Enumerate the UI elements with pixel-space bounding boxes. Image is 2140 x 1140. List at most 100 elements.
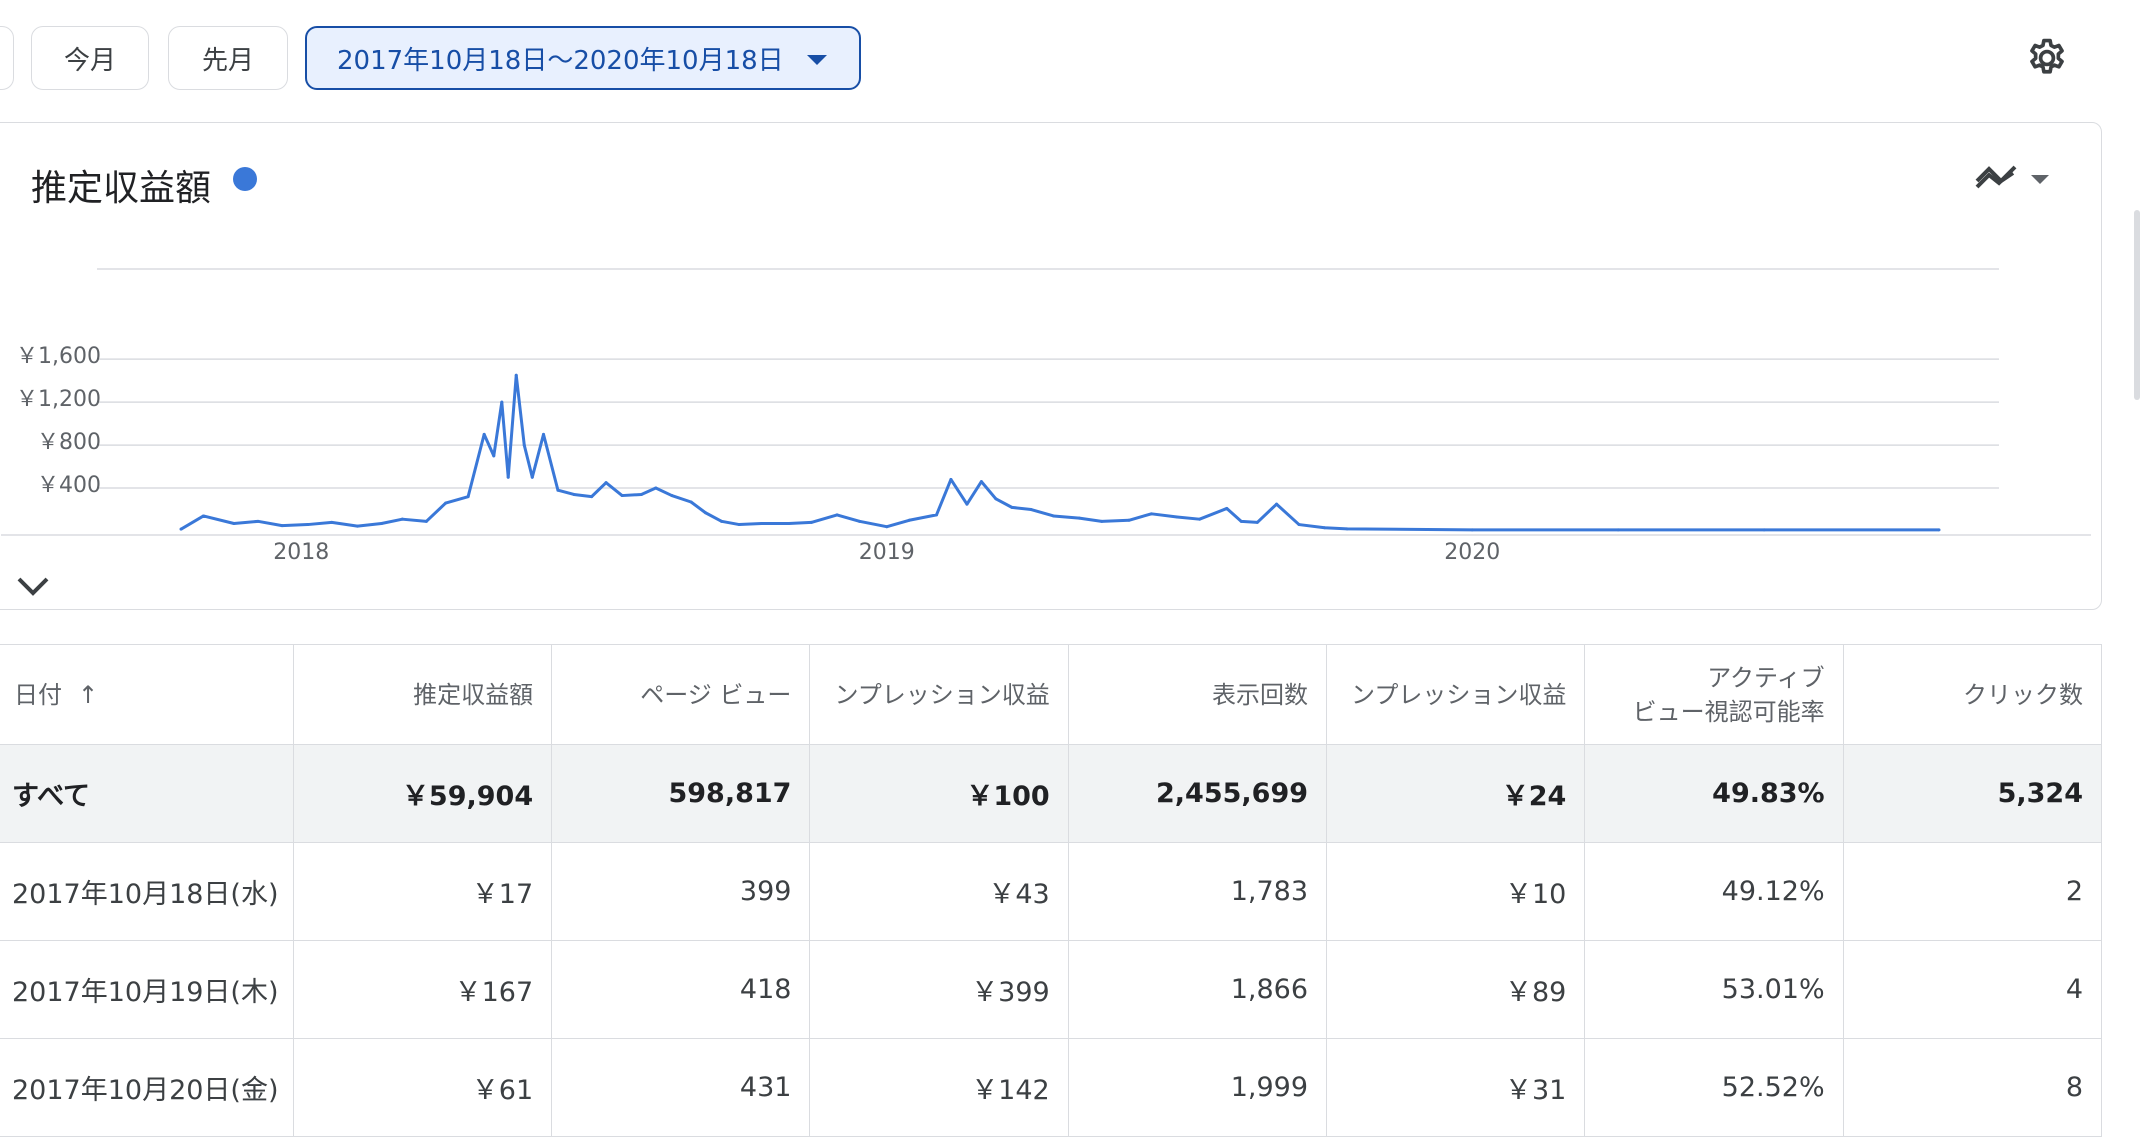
data-point	[1275, 502, 1279, 506]
data-point	[556, 488, 560, 492]
data-point	[1100, 519, 1104, 523]
data-point	[639, 492, 643, 496]
data-point	[256, 519, 260, 523]
chevron-down-icon[interactable]	[13, 571, 53, 601]
data-point	[424, 519, 428, 523]
header-date[interactable]: 日付 ↑	[0, 644, 294, 745]
header-impression-revenue-1[interactable]: ンプレッション収益	[809, 644, 1069, 745]
report-table: 日付 ↑ 推定収益額 ページ ビュー ンプレッション収益 表示回数 ンプレッション…	[0, 644, 2103, 1137]
data-point	[654, 486, 658, 490]
sort-arrow-icon: ↑	[78, 680, 99, 709]
data-point	[1470, 528, 1474, 532]
table-cell: ￥43	[809, 842, 1069, 941]
total-row: すべて ￥59,904 598,817 ￥100 2,455,699 ￥24 4…	[0, 744, 2103, 843]
y-tick-label: ￥1,200	[16, 387, 101, 412]
header-impressions[interactable]: 表示回数	[1068, 644, 1328, 745]
data-point	[809, 520, 813, 524]
data-point	[1255, 520, 1259, 524]
data-point	[500, 400, 504, 404]
table-row: 2017年10月20日(金) ￥61 431 ￥142 1,999 ￥31 52…	[0, 1038, 2103, 1137]
data-point	[1127, 518, 1131, 522]
data-point	[1077, 516, 1081, 520]
data-point	[280, 524, 284, 528]
data-point	[934, 513, 938, 517]
data-point	[380, 521, 384, 525]
date-range-dropdown[interactable]: 2017年10月18日〜2020年10月18日	[305, 26, 861, 90]
data-point	[670, 494, 674, 498]
data-point	[1616, 528, 1620, 532]
data-point	[330, 520, 334, 524]
y-tick-label: ￥1,600	[16, 344, 101, 369]
table-cell: ￥61	[293, 1038, 553, 1137]
row-date: 2017年10月20日(金)	[0, 1038, 294, 1137]
data-point	[522, 443, 526, 447]
data-point	[620, 494, 624, 498]
x-tick-label: 2020	[1444, 540, 1500, 565]
data-point	[857, 519, 861, 523]
total-cell: 2,455,699	[1068, 744, 1328, 843]
table-cell: 1,866	[1068, 940, 1328, 1039]
table-cell: 418	[551, 940, 811, 1039]
dropdown-caret-icon	[807, 55, 827, 65]
data-point	[787, 521, 791, 525]
row-date: 2017年10月19日(木)	[0, 940, 294, 1039]
data-point	[179, 527, 183, 531]
data-point	[306, 523, 310, 527]
data-point	[835, 513, 839, 517]
data-point	[1297, 523, 1301, 527]
row-date: 2017年10月18日(水)	[0, 842, 294, 941]
total-cell: 49.83%	[1584, 744, 1844, 843]
table-cell: ￥167	[293, 940, 553, 1039]
header-active-view[interactable]: アクティブ ビュー視認可能率	[1584, 644, 1844, 745]
total-cell: 598,817	[551, 744, 811, 843]
table-cell: ￥89	[1326, 940, 1586, 1039]
data-point	[1198, 517, 1202, 521]
total-cell: ￥100	[809, 744, 1069, 843]
data-point	[542, 432, 546, 436]
table-cell: ￥142	[809, 1038, 1069, 1137]
chart-title: 推定収益額	[31, 168, 212, 209]
header-page-views[interactable]: ページ ビュー	[551, 644, 811, 745]
data-point	[400, 517, 404, 521]
data-point	[885, 525, 889, 529]
data-point	[965, 502, 969, 506]
data-point	[530, 475, 534, 479]
data-point	[604, 481, 608, 485]
data-point	[1937, 528, 1941, 532]
series-legend-dot	[233, 167, 257, 191]
table-header-row: 日付 ↑ 推定収益額 ページ ビュー ンプレッション収益 表示回数 ンプレッション…	[0, 644, 2103, 745]
chart-type-button[interactable]	[1969, 159, 2059, 199]
header-estimated-revenue[interactable]: 推定収益額	[293, 644, 553, 745]
data-point	[1225, 506, 1229, 510]
table-row: 2017年10月18日(水) ￥17 399 ￥43 1,783 ￥10 49.…	[0, 842, 2103, 941]
toolbar: 今月 先月 2017年10月18日〜2020年10月18日	[0, 0, 2140, 120]
data-point	[1052, 514, 1056, 518]
table-cell: ￥17	[293, 842, 553, 941]
total-cell: ￥59,904	[293, 744, 553, 843]
data-point	[1149, 512, 1153, 516]
header-clicks[interactable]: クリック数	[1843, 644, 2103, 745]
previous-chip[interactable]	[0, 26, 14, 90]
data-point	[572, 492, 576, 496]
x-tick-label: 2019	[859, 540, 915, 565]
header-impression-revenue-2[interactable]: ンプレッション収益	[1326, 644, 1586, 745]
y-tick-label: ￥400	[37, 473, 101, 498]
table-cell: 1,783	[1068, 842, 1328, 941]
table-cell: 49.12%	[1584, 842, 1844, 941]
data-point	[689, 500, 693, 504]
page-scrollbar[interactable]	[2134, 210, 2140, 400]
data-point	[444, 501, 448, 505]
revenue-chart-card: 推定収益額 ￥400 ￥800 ￥1,200 ￥1,600 2018 2019 2020	[0, 122, 2102, 610]
table-cell: 431	[551, 1038, 811, 1137]
this-month-button[interactable]: 今月	[31, 26, 149, 90]
table-row: 2017年10月19日(木) ￥167 418 ￥399 1,866 ￥89 5…	[0, 940, 2103, 1039]
last-month-button[interactable]: 先月	[168, 26, 288, 90]
data-point	[466, 495, 470, 499]
table-cell: 4	[1843, 940, 2103, 1039]
x-tick-label: 2018	[273, 540, 329, 565]
data-point	[949, 477, 953, 481]
table-cell: 53.01%	[1584, 940, 1844, 1039]
gear-icon[interactable]	[2025, 36, 2069, 80]
data-point	[1345, 527, 1349, 531]
data-point	[1029, 508, 1033, 512]
